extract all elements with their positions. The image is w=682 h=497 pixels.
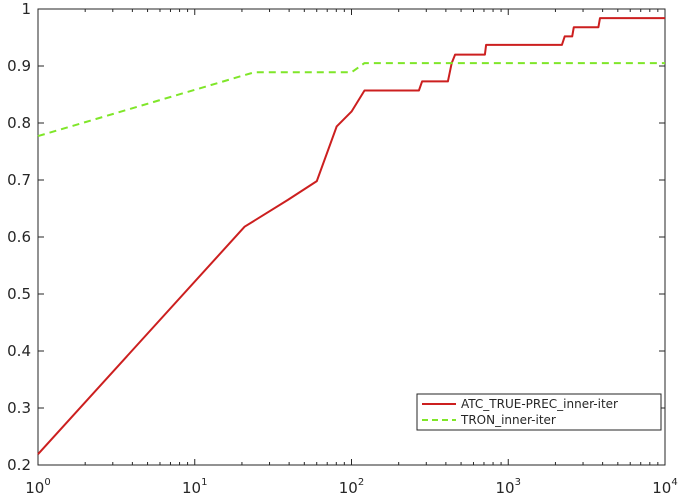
legend-label-series-1: ATC_TRUE-PREC_inner-iter <box>461 397 618 411</box>
series-line-2 <box>37 62 665 138</box>
x-tick-label-exponent: 0 <box>44 477 50 488</box>
legend-box <box>416 393 662 431</box>
x-tick-label-exponent: 1 <box>201 477 207 488</box>
plot-area <box>37 8 666 466</box>
x-tick-label-exponent: 2 <box>358 477 364 488</box>
y-tick-label: 0.4 <box>7 342 31 360</box>
x-tick-label-base: 10 <box>182 479 201 497</box>
y-tick-label: 0.3 <box>7 399 31 417</box>
x-tick-label: 101 <box>182 477 207 497</box>
y-tick-label: 0.6 <box>7 228 31 246</box>
x-tick-label: 100 <box>25 477 50 497</box>
y-tick-label: 0.9 <box>7 57 31 75</box>
legend-label-series-2: TRON_inner-iter <box>460 413 556 427</box>
y-tick-label: 0.5 <box>7 285 31 303</box>
y-tick-label: 1 <box>21 0 31 18</box>
x-tick-label: 102 <box>339 477 364 497</box>
legend: ATC_TRUE-PREC_inner-iter TRON_inner-iter <box>416 393 662 431</box>
x-tick-label-base: 10 <box>339 479 358 497</box>
x-tick-label: 103 <box>496 477 521 497</box>
x-tick-label-base: 10 <box>496 479 515 497</box>
x-tick-label-exponent: 3 <box>515 477 521 488</box>
x-tick-label-base: 10 <box>652 479 671 497</box>
y-tick-label: 0.8 <box>7 114 31 132</box>
x-tick-label-base: 10 <box>25 479 44 497</box>
x-tick-label-exponent: 4 <box>671 477 677 488</box>
x-tick-label: 104 <box>652 477 677 497</box>
y-tick-label: 0.7 <box>7 171 31 189</box>
series-lines <box>37 17 665 455</box>
y-tick-label: 0.2 <box>7 456 31 474</box>
